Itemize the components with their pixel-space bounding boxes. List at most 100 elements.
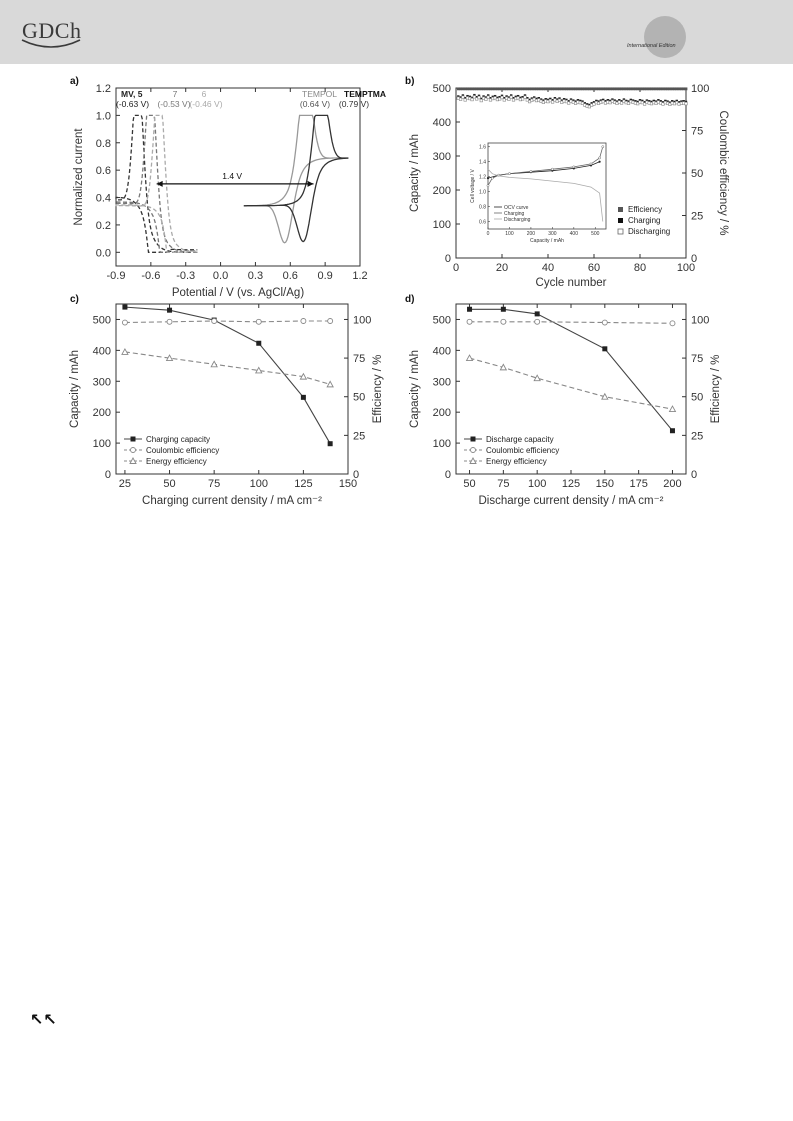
charging-point: [514, 95, 517, 99]
x-tick-label: 75: [208, 478, 220, 490]
efficiency-point: [652, 87, 656, 91]
charging-point: [629, 98, 632, 102]
charging-point: [682, 100, 685, 103]
efficiency-point: [682, 87, 686, 91]
y2-tick-label: 0: [353, 469, 359, 481]
charging-point: [675, 99, 678, 103]
charging-point: [606, 99, 609, 102]
y2-tick-label: 0: [691, 253, 697, 265]
series-point-1: [534, 318, 541, 325]
charging-point: [510, 94, 513, 97]
y-tick-label: 400: [433, 345, 451, 357]
charging-point: [615, 100, 619, 103]
x-tick-label: 75: [497, 478, 509, 490]
inset-x-tick-label: 500: [591, 231, 600, 237]
x-tick-label: 125: [294, 478, 312, 490]
inset-charging-curve-point: [486, 184, 490, 187]
charging-point: [516, 94, 520, 98]
efficiency-point: [470, 87, 474, 91]
y2-tick-label: 75: [691, 126, 703, 138]
discharging-point: [620, 101, 624, 105]
inset-y-tick-label: 1.6: [479, 145, 486, 151]
charging-point: [569, 98, 573, 101]
panel-c-charging-rate-capability: c) 25 50 75 100 125 150 0 100 200 300 400 500 0 25 50 75…: [68, 290, 388, 520]
series-point-0: [122, 304, 128, 310]
x-tick-label: 0.0: [213, 270, 228, 282]
discharging-point: [587, 105, 592, 109]
efficiency-point: [592, 87, 596, 91]
x-tick-label: 125: [562, 478, 580, 490]
charging-point: [556, 98, 559, 101]
inset-x-title: Capacity / mAh: [530, 238, 564, 244]
y2-tick-label: 100: [353, 314, 371, 326]
charging-point: [523, 94, 527, 97]
discharging-point: [500, 95, 504, 100]
charging-point: [581, 100, 584, 103]
charging-point: [666, 100, 669, 103]
inset-charging-curve-point: [601, 145, 605, 149]
efficiency-point: [675, 87, 679, 91]
charging-point: [477, 94, 481, 98]
series-point-1: [121, 319, 128, 326]
discharging-point: [525, 98, 529, 102]
charging-point: [664, 99, 667, 103]
charging-point: [595, 99, 598, 103]
efficiency-point: [491, 87, 495, 91]
y-tick-label: 0.6: [96, 165, 111, 177]
series-point-2: [121, 347, 129, 355]
plot-frame: [115, 87, 361, 267]
inset-charging-curve-point: [572, 165, 576, 169]
charging-point: [618, 99, 621, 102]
efficiency-point: [673, 87, 676, 91]
x-tick-label: 80: [634, 262, 646, 274]
plot-frame: [115, 303, 349, 475]
journal-header: GDCh International Edition: [0, 0, 793, 64]
series-point-0: [327, 441, 333, 447]
efficiency-point: [583, 87, 587, 91]
charging-point: [661, 101, 665, 104]
efficiency-point: [461, 87, 465, 91]
inset-x-tick-label: 200: [527, 231, 536, 237]
inset-charging-curve-point: [589, 162, 593, 166]
efficiency-point: [604, 87, 607, 91]
discharging-point: [626, 101, 631, 105]
legend-marker: [130, 447, 136, 453]
charging-point: [535, 97, 538, 101]
inset-legend-label: Charging: [504, 211, 525, 217]
series-line-2: [124, 351, 331, 385]
inset-y-tick-label: 0.6: [479, 219, 486, 225]
charging-point: [466, 94, 469, 98]
charging-point: [590, 102, 593, 105]
charging-point: [470, 96, 474, 100]
discharging-point: [458, 97, 463, 101]
efficiency-point: [647, 87, 651, 91]
inset-charging-curve: [487, 146, 604, 186]
charging-point: [464, 97, 467, 100]
charging-point: [475, 95, 478, 99]
efficiency-point: [562, 87, 566, 91]
charging-point: [604, 100, 607, 103]
y-tick-label: 1.0: [96, 110, 111, 122]
charging-point: [530, 97, 534, 100]
legend-label: Energy efficiency: [486, 457, 547, 466]
charging-point: [599, 99, 603, 102]
charging-point: [636, 100, 639, 104]
efficiency-point: [509, 87, 513, 91]
double-arrow-up-left-icon[interactable]: ↖↖: [30, 1010, 57, 1029]
charging-point: [493, 94, 497, 98]
series-point-1: [466, 318, 473, 325]
discharging-point: [516, 96, 520, 100]
y-axis-title: Normalized current: [73, 128, 85, 226]
y-tick-label: 0.0: [96, 247, 111, 259]
efficiency-point: [565, 87, 568, 91]
charging-point: [641, 99, 644, 103]
annotation-label: (-0.53 V): [157, 99, 190, 109]
legend-label: Charging: [628, 216, 660, 225]
charging-point: [503, 97, 506, 100]
efficiency-point: [627, 87, 630, 91]
charging-point: [565, 98, 568, 102]
efficiency-point: [571, 87, 575, 91]
discharging-point: [580, 101, 585, 105]
annotation-label: 1.4 V: [222, 171, 242, 181]
charging-point: [583, 102, 586, 105]
